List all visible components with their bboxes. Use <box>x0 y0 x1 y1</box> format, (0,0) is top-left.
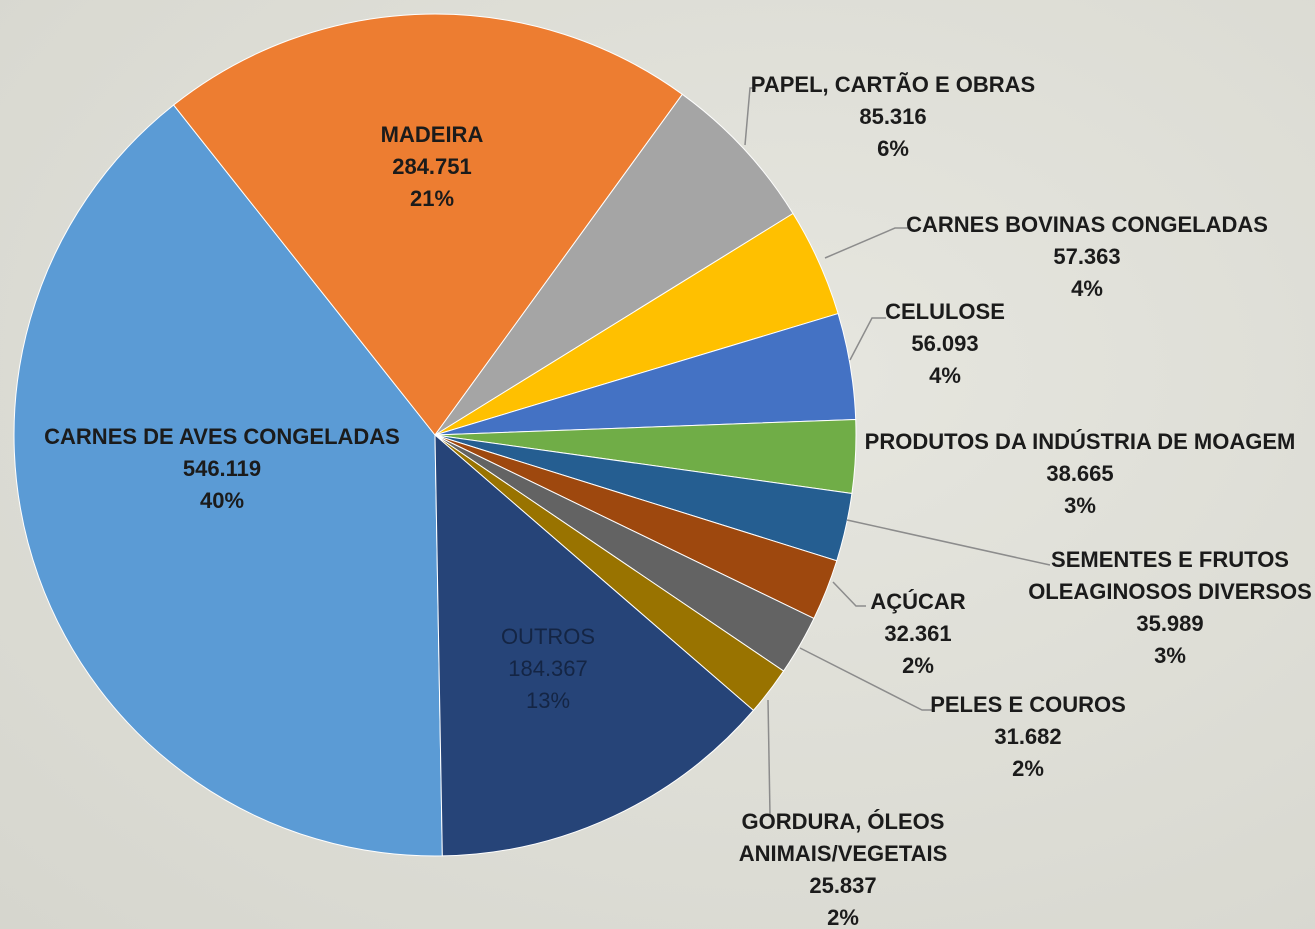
percent-label: 2% <box>1012 756 1044 781</box>
percent-label: 2% <box>827 905 859 929</box>
category-label: GORDURA, ÓLEOS ANIMAIS/VEGETAIS <box>738 809 948 866</box>
value-label: 25.837 <box>809 873 877 898</box>
category-label: PELES E COUROS <box>930 692 1126 717</box>
pie <box>13 13 857 857</box>
leader-lines <box>744 87 1051 816</box>
percent-label: 21% <box>409 186 455 211</box>
pie-slice <box>434 433 755 857</box>
pie-slice <box>172 13 684 436</box>
category-label: CARNES DE AVES CONGELADAS <box>44 424 400 449</box>
category-label: SEMENTES E FRUTOS OLEAGINOSOS DIVERSOS <box>1028 547 1312 604</box>
category-label: OUTROS <box>500 624 596 649</box>
pie-slice <box>434 93 794 436</box>
leader-line <box>832 581 866 607</box>
leader-line <box>824 227 908 259</box>
data-label: CARNES DE AVES CONGELADAS 546.119 40% <box>44 421 400 517</box>
leader-line <box>846 519 1051 566</box>
value-label: 31.682 <box>994 724 1062 749</box>
data-label: CELULOSE 56.093 4% <box>885 296 1005 392</box>
value-label: 184.367 <box>508 656 588 681</box>
value-label: 546.119 <box>182 456 262 481</box>
data-label: SEMENTES E FRUTOS OLEAGINOSOS DIVERSOS 35… <box>1020 544 1315 672</box>
data-label: PAPEL, CARTÃO E OBRAS 85.316 6% <box>751 69 1035 165</box>
leader-line <box>744 87 756 146</box>
percent-label: 2% <box>902 653 934 678</box>
percent-label: 13% <box>525 688 571 713</box>
percent-label: 3% <box>1154 643 1186 668</box>
percent-label: 4% <box>1071 276 1103 301</box>
leader-line <box>849 317 886 361</box>
category-label: PAPEL, CARTÃO E OBRAS <box>750 72 1036 97</box>
data-label: CARNES BOVINAS CONGELADAS 57.363 4% <box>906 209 1268 305</box>
value-label: 32.361 <box>884 621 952 646</box>
percent-label: 4% <box>929 363 961 388</box>
value-label: 85.316 <box>859 104 927 129</box>
leader-line <box>767 699 771 816</box>
category-label: PRODUTOS DA INDÚSTRIA DE MOAGEM <box>864 429 1296 454</box>
data-label: MADEIRA 284.751 21% <box>381 119 484 215</box>
category-label: AÇÚCAR <box>870 589 966 614</box>
value-label: 57.363 <box>1053 244 1121 269</box>
value-label: 38.665 <box>1046 461 1114 486</box>
pie-slice <box>13 104 443 857</box>
category-label: CELULOSE <box>885 299 1005 324</box>
percent-label: 3% <box>1064 493 1096 518</box>
value-label: 56.093 <box>911 331 979 356</box>
data-label: AÇÚCAR 32.361 2% <box>870 586 965 682</box>
data-label: PRODUTOS DA INDÚSTRIA DE MOAGEM 38.665 3% <box>865 426 1296 522</box>
percent-label: 40% <box>199 488 245 513</box>
value-label: 284.751 <box>392 154 472 179</box>
data-label: OUTROS 184.367 13% <box>501 621 595 717</box>
percent-label: 6% <box>877 136 909 161</box>
leader-line <box>799 647 934 711</box>
data-label: GORDURA, ÓLEOS ANIMAIS/VEGETAIS 25.837 2% <box>728 806 958 929</box>
value-label: 35.989 <box>1136 611 1204 636</box>
category-label: MADEIRA <box>380 122 484 147</box>
data-label: PELES E COUROS 31.682 2% <box>930 689 1126 785</box>
category-label: CARNES BOVINAS CONGELADAS <box>906 212 1268 237</box>
